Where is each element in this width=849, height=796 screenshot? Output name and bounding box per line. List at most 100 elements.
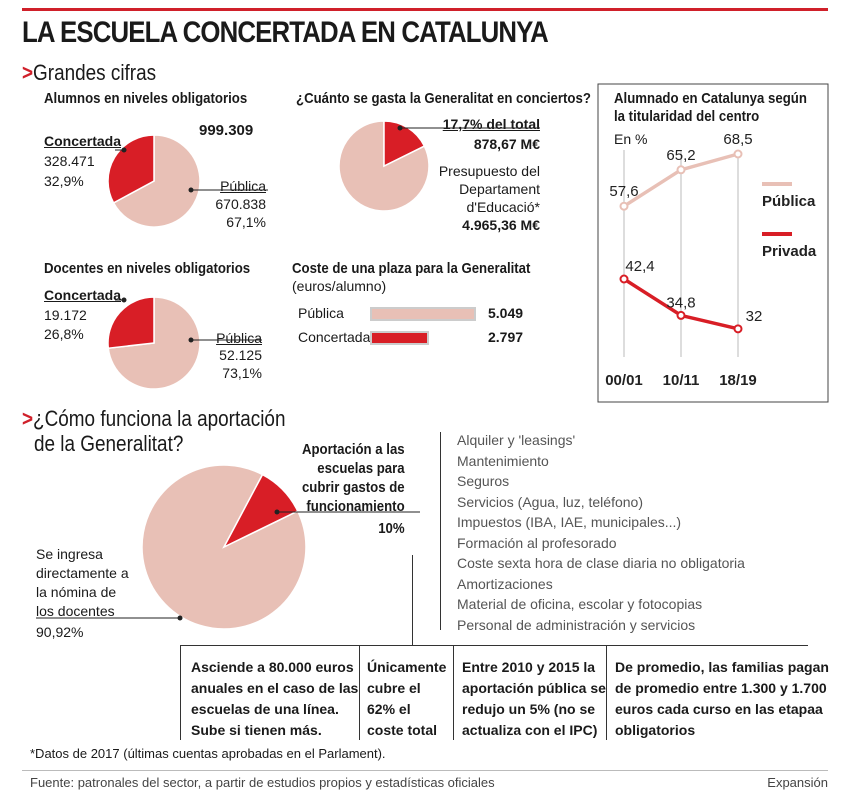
- section-grandes-cifras: >Grandes cifras: [22, 60, 156, 86]
- box-line: actualiza con el IPC): [462, 722, 598, 738]
- docentes-publica-value: 52.125: [219, 347, 262, 363]
- data-label: 65,2: [666, 147, 695, 164]
- gastos-list: Alquiler y 'leasings' Mantenimiento Segu…: [457, 430, 745, 635]
- data-label: 32: [746, 308, 763, 325]
- line-chart-frame: [597, 83, 829, 403]
- docentes-pie-slice-highlight: [107, 296, 155, 350]
- list-item: Impuestos (IBA, IAE, municipales...): [457, 514, 682, 530]
- alumnos-publica-value: 670.838: [215, 196, 266, 212]
- data-point: [619, 201, 629, 211]
- alumnos-total: 999.309: [199, 122, 254, 139]
- box-divider: [453, 645, 454, 740]
- leader-dot: [121, 297, 127, 303]
- box-line: de promedio entre 1.300 y 1.700: [615, 680, 827, 696]
- list-item: Seguros: [457, 473, 510, 489]
- docentes-publica-label: Pública: [216, 330, 262, 346]
- alumnos-heading: Alumnos en niveles obligatorios: [44, 90, 248, 107]
- data-point: [733, 324, 743, 334]
- footnote: *Datos de 2017 (últimas cuentas aprobada…: [30, 746, 386, 761]
- gasto-presupuesto-l3: d'Educació*: [466, 199, 541, 215]
- coste-heading: Coste de una plaza para la Generalitat: [292, 260, 531, 277]
- leader-dot: [188, 187, 194, 193]
- section-arrow: >: [22, 60, 34, 85]
- brand: Expansión: [767, 775, 828, 790]
- leader-dot: [121, 147, 127, 153]
- source-text: patronales del sector, a partir de estud…: [74, 775, 495, 790]
- data-point: [733, 149, 743, 159]
- box-line: anuales en el caso de las: [191, 680, 359, 696]
- leader-dot: [397, 125, 403, 131]
- alumnos-pie-slice-highlight: [107, 134, 155, 204]
- box-line: obligatorios: [615, 722, 696, 738]
- list-item: Coste sexta hora de clase diaria no obli…: [457, 555, 745, 571]
- data-point: [619, 274, 629, 284]
- box-line: euros cada curso en las etapaa: [615, 701, 823, 717]
- section-aportacion-l1: >¿Cómo funciona la aportación: [22, 406, 285, 432]
- page-title: LA ESCUELA CONCERTADA EN CATALUNYA: [22, 16, 549, 49]
- box-line: Asciende a 80.000 euros: [191, 659, 354, 675]
- list-item: Amortizaciones: [457, 575, 553, 592]
- section-aportacion-l2: de la Generalitat?: [34, 431, 184, 456]
- connector-line: [412, 555, 413, 645]
- alumnos-publica-pct: 67,1%: [226, 214, 266, 230]
- gasto-presupuesto-value: 4.965,36 M€: [462, 217, 540, 233]
- alumnos-pie-slice-rest: [112, 134, 201, 228]
- docentes-concertada-value: 19.172: [44, 307, 87, 323]
- list-item: Formación al profesorado: [457, 534, 617, 551]
- coste-concertada-bar: [370, 331, 429, 345]
- data-label: 57,6: [609, 183, 638, 200]
- boxes-top-rule: [180, 645, 808, 646]
- alumnos-concertada-label: Concertada: [44, 133, 122, 149]
- list-bracket: [440, 432, 441, 630]
- leader-dot: [188, 337, 194, 343]
- alumnos-concertada-pct: 32,9%: [44, 173, 84, 189]
- aportacion-l2: escuelas para: [317, 460, 405, 477]
- box-line: De promedio, las familias pagan: [615, 659, 829, 675]
- coste-sub: (euros/alumno): [292, 278, 387, 294]
- data-point: [676, 165, 686, 175]
- box-line: 62% el: [367, 701, 411, 717]
- data-label: 34,8: [666, 294, 695, 311]
- alumnos-concertada-value: 328.471: [44, 153, 95, 169]
- box-line: coste total: [367, 722, 438, 738]
- box-line: Entre 2010 y 2015 la: [462, 659, 596, 675]
- source: Fuente: patronales del sector, a partir …: [30, 775, 495, 790]
- line-chart-heading-l1: Alumnado en Catalunya según: [614, 90, 807, 107]
- box-1: Asciende a 80.000 euros anuales en el ca…: [191, 657, 358, 741]
- box-line: Sube si tienen más.: [191, 722, 322, 738]
- x-tick-label: 00/01: [605, 372, 643, 389]
- coste-publica-bar: [370, 307, 476, 321]
- docentes-heading: Docentes en niveles obligatorios: [44, 260, 251, 277]
- box-3: Entre 2010 y 2015 la aportación pública …: [462, 657, 606, 741]
- nomina-l1: Se ingresa: [36, 546, 103, 562]
- data-label: 42,4: [625, 258, 654, 275]
- legend-label-publica: Pública: [762, 193, 816, 210]
- nomina-l4: los docentes: [36, 603, 115, 619]
- line-chart-heading-l2: la titularidad del centro: [614, 108, 760, 125]
- list-item: Servicios (Agua, luz, teléfono): [457, 493, 643, 510]
- aportacion-l1: Aportación a las: [301, 441, 405, 458]
- box-divider: [180, 645, 181, 740]
- list-item: Alquiler y 'leasings': [457, 432, 576, 448]
- coste-publica-label: Pública: [298, 305, 344, 321]
- line-chart-unit: En %: [614, 131, 648, 147]
- gasto-presupuesto-l1: Presupuesto del: [438, 163, 540, 179]
- data-label: 68,5: [723, 131, 752, 148]
- leader-dot: [274, 509, 280, 515]
- coste-publica-value: 5.049: [488, 305, 524, 321]
- gasto-amount: 878,67 M€: [473, 136, 540, 152]
- gasto-heading: ¿Cuánto se gasta la Generalitat en conci…: [296, 90, 591, 107]
- aportacion-pie-slice-highlight: [222, 473, 299, 549]
- list-item: Personal de administración y servicios: [457, 616, 696, 633]
- nomina-l3: la nómina de: [36, 584, 117, 600]
- data-point: [676, 310, 686, 320]
- box-line: Únicamente: [367, 659, 447, 675]
- legend-label-privada: Privada: [762, 243, 817, 260]
- section-arrow: >: [22, 406, 34, 431]
- aportacion-l3: cubrir gastos de: [301, 479, 405, 496]
- box-line: cubre el: [367, 680, 421, 696]
- x-tick-label: 18/19: [719, 372, 757, 389]
- docentes-concertada-label: Concertada: [44, 287, 122, 303]
- box-2: Únicamente cubre el 62% el coste total: [367, 657, 446, 741]
